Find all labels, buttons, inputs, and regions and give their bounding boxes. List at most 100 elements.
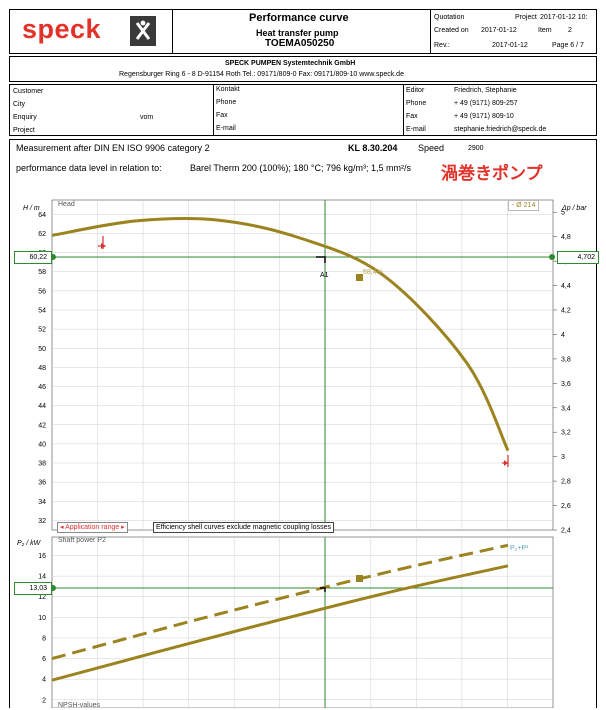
speck-emblem-icon [130,16,156,46]
head-curve [51,216,510,452]
power-curve-label: Shaft power P2 [58,537,106,544]
head-grid [52,200,553,530]
project-value: 2017-01-12 10: [540,14,588,21]
head-tick-label-right: 3,8 [561,356,571,363]
head-tick-label-right: 3,4 [561,405,571,412]
power-tick-label-left: 10 [38,615,46,622]
item-label: Item [538,27,552,34]
power-tick-label-left: 14 [38,574,46,581]
head-tick-label-left: 32 [38,518,46,525]
page-subtitle: Heat transfer pump [256,28,339,38]
head-tick-label-left: 40 [38,441,46,448]
head-tick-label-left: 48 [38,365,46,372]
efficiency-note: Efficiency shell curves exclude magnetic… [153,522,334,533]
created-value: 2017-01-12 [481,27,517,34]
header-box [9,9,597,54]
head-tick-label-left: 54 [38,308,46,315]
head-tick-label-right: 4,4 [561,283,571,290]
quotation-label: Quotation [434,14,465,21]
head-curve-label: Head [58,201,75,208]
project-info-label: Project [13,127,35,134]
kl-value: KL 8.30.204 [348,143,398,153]
power-tick-label-left: 16 [38,553,46,560]
power-grid [52,537,553,708]
measurement-box [9,139,597,708]
editor-fax-label: Fax [406,113,418,120]
power-tick-label-left: 12 [38,594,46,601]
application-range-label: ◂ Application range ▸ [57,522,128,533]
head-tick-label-left: 44 [38,403,46,410]
editor-fax-value: + 49 (9171) 809-10 [454,113,514,120]
enquiry-vom: vom [140,114,154,121]
info-box [9,84,597,136]
rev-value: 2017-01-12 [492,42,528,49]
head-tick-label-left: 36 [38,480,46,487]
power-tick-label-left: 8 [42,635,46,642]
head-ylabel-right: Δp / bar [562,205,587,212]
kontakt-label: Kontakt [216,86,240,93]
city-label: City [13,101,26,108]
info-divider-2 [403,84,404,136]
project-label: Project [515,14,537,21]
measurement-text: Measurement after DIN EN ISO 9906 catego… [16,143,210,153]
company-address: Regensburger Ring 6 - 8 D-91154 Roth Tel… [119,71,404,78]
editor-phone-value: + 49 (9171) 809-257 [454,100,518,107]
head-ylabel-left: H / m [23,205,40,212]
head-op-left-value: 60,22 [14,251,52,264]
head-tick-label-right: 2,6 [561,503,571,510]
head-tick-label-right: 3,2 [561,430,571,437]
editor-value: Friedrich, Stephanie [454,87,517,94]
power-plot-area [51,536,554,708]
head-op-dot-right [549,254,555,260]
company-box [9,56,597,82]
efficiency-label: 68,4% [363,269,383,276]
editor-email-label: E-mail [406,126,426,133]
power-legend: P₂+P¹ [510,545,529,552]
page-number: Page 6 / 7 [552,42,584,49]
power-left-ticks: 16 14 12 10 8 6 4 2 [38,553,46,704]
rev-label: Rev.: [434,42,450,49]
power-tick-label-left: 4 [42,677,46,684]
phone-label: Phone [216,99,237,106]
created-label: Created on [434,27,469,34]
efficiency-marker [356,274,363,281]
head-tick-label-right: 2,8 [561,479,571,486]
head-tick-label-left: 46 [38,384,46,391]
perf-label: performance data level in relation to: [16,163,162,173]
power-marker [356,575,363,582]
head-tick-label-left: 62 [38,231,46,238]
head-tick-label-right: 3 [561,454,565,461]
power-ylabel-left: P₂ / kW [17,540,41,547]
head-op-right-value: 4,702 [557,251,599,264]
page-title: Performance curve [249,12,349,24]
editor-label: Editor [406,87,425,94]
info-divider-1 [213,84,214,136]
power-tick-label-left: 6 [42,656,46,663]
power-op-left-value: 13,03 [14,582,52,595]
head-left-ticks: 6462605856545250484644424038363432 [38,212,46,525]
head-tick-label-left: 56 [38,288,46,295]
item-value: 2 [568,27,572,34]
head-tick-label-left: 42 [38,422,46,429]
speed-label: Speed [418,143,445,153]
power-curve [51,564,509,682]
enquiry-label: Enquiry [13,114,37,121]
head-tick-label-right: 2,4 [561,528,571,535]
head-legend: - Ø 214 [508,200,540,211]
operating-point-marker [316,256,326,263]
speck-logo: speck [22,14,102,44]
editor-phone-label: Phone [406,100,427,107]
header-divider-1 [172,9,173,54]
head-tick-label-left: 52 [38,327,46,334]
email-label: E-mail [216,125,236,132]
power-op-marker [320,587,326,592]
head-tick-label-right: 4,8 [561,234,571,241]
power-tick-label-left: 2 [42,697,46,704]
japanese-label: 渦巻きポンプ [441,164,543,183]
head-tick-label-left: 38 [38,461,46,468]
head-plot-area [51,199,554,531]
head-tick-label-right: 3,6 [561,381,571,388]
power-total-curve [51,543,509,661]
header-divider-2 [430,9,431,54]
